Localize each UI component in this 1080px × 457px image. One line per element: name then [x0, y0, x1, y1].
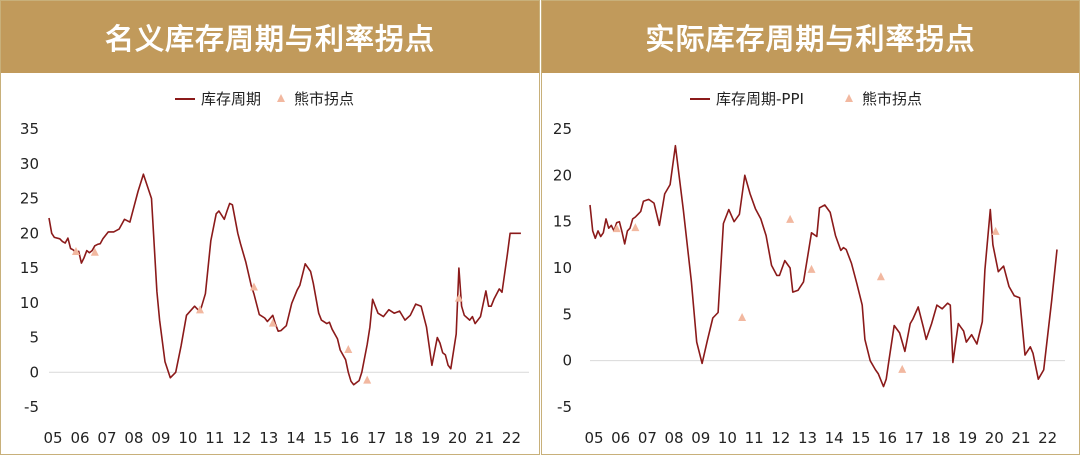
x-tick-label: 07: [638, 429, 657, 447]
x-tick-label: 19: [958, 429, 977, 447]
x-tick-label: 19: [421, 429, 440, 447]
y-tick-label: 30: [20, 155, 39, 173]
bear-market-marker: [612, 224, 621, 233]
x-tick-label: 18: [394, 429, 413, 447]
legend: 库存周期-PPI 熊市拐点: [690, 90, 922, 108]
x-tick-label: 08: [124, 429, 143, 447]
legend-line-label: 库存周期-PPI: [716, 90, 804, 108]
legend-marker-label: 熊市拐点: [294, 90, 354, 108]
y-tick-label: 25: [20, 190, 39, 208]
legend: 库存周期 熊市拐点: [175, 90, 354, 108]
x-tick-label: 16: [340, 429, 359, 447]
y-tick-label: 20: [20, 224, 39, 242]
x-tick-label: 06: [611, 429, 630, 447]
x-tick-label: 11: [745, 429, 764, 447]
x-tick-label: 06: [70, 429, 89, 447]
left-chart-title: 名义库存周期与利率拐点: [104, 22, 435, 56]
bear-market-marker: [90, 247, 99, 256]
x-tick-label: 14: [825, 429, 844, 447]
x-tick-label: 15: [313, 429, 332, 447]
bear-market-marker: [631, 223, 640, 232]
right-chart-header: 实际库存周期与利率拐点: [542, 1, 1079, 73]
x-tick-label: 09: [691, 429, 710, 447]
x-tick-label: 17: [367, 429, 386, 447]
bear-market-marker: [786, 214, 795, 223]
left-chart-header: 名义库存周期与利率拐点: [1, 1, 539, 73]
bear-market-marker: [268, 318, 277, 327]
y-tick-label: 10: [553, 259, 572, 277]
bear-market-marker: [898, 364, 907, 373]
y-tick-label: 5: [29, 329, 39, 347]
right-chart-panel: 实际库存周期与利率拐点 库存周期-PPI 熊市拐点 -5 0 5 10 15 20 25 05 06…: [541, 0, 1080, 455]
x-tick-label: 12: [232, 429, 251, 447]
legend-marker-swatch: [845, 94, 853, 102]
x-tick-label: 21: [475, 429, 494, 447]
x-tick-label: 20: [985, 429, 1004, 447]
left-chart-panel: 名义库存周期与利率拐点 库存周期 熊市拐点 -5 0 5 10 15 20 25 30 35 05 06…: [0, 0, 540, 455]
x-tick-label: 05: [584, 429, 603, 447]
legend-marker-label: 熊市拐点: [862, 90, 922, 108]
bear-market-marker: [807, 264, 816, 273]
x-tick-label: 22: [1038, 429, 1057, 447]
y-tick-label: 20: [553, 166, 572, 184]
x-tick-label: 10: [718, 429, 737, 447]
x-tick-label: 14: [286, 429, 305, 447]
x-tick-label: 20: [448, 429, 467, 447]
x-tick-label: 11: [205, 429, 224, 447]
y-tick-label: 25: [553, 120, 572, 138]
x-tick-label: 21: [1011, 429, 1030, 447]
x-tick-label: 17: [905, 429, 924, 447]
x-tick-label: 10: [178, 429, 197, 447]
x-tick-label: 05: [43, 429, 62, 447]
y-tick-label: 15: [20, 259, 39, 277]
bear-market-marker: [454, 293, 463, 302]
bear-market-marker: [196, 305, 205, 314]
x-tick-label: 09: [151, 429, 170, 447]
y-tick-label: -5: [24, 398, 39, 416]
x-tick-label: 07: [97, 429, 116, 447]
series-line: [589, 144, 1058, 388]
y-tick-label: 10: [20, 294, 39, 312]
bear-market-marker: [363, 375, 372, 384]
x-tick-label: 13: [798, 429, 817, 447]
y-tick-label: 35: [20, 120, 39, 138]
x-tick-label: 18: [931, 429, 950, 447]
bear-market-marker: [738, 313, 747, 322]
x-tick-label: 13: [259, 429, 278, 447]
x-tick-label: 15: [851, 429, 870, 447]
x-tick-label: 16: [878, 429, 897, 447]
bear-market-marker: [876, 272, 885, 281]
y-tick-label: 15: [553, 213, 572, 231]
x-tick-label: 12: [771, 429, 790, 447]
bear-market-marker: [249, 282, 258, 291]
y-tick-label: -5: [557, 398, 572, 416]
x-tick-label: 22: [502, 429, 521, 447]
legend-marker-swatch: [277, 94, 285, 102]
y-tick-label: 0: [29, 363, 39, 381]
bear-market-marker: [71, 247, 80, 256]
x-tick-label: 08: [665, 429, 684, 447]
right-chart-title: 实际库存周期与利率拐点: [645, 22, 976, 56]
series-line: [48, 173, 521, 386]
y-tick-label: 0: [562, 352, 572, 370]
bear-market-marker: [991, 226, 1000, 235]
bear-market-marker: [344, 345, 353, 354]
y-tick-label: 5: [562, 305, 572, 323]
legend-line-label: 库存周期: [201, 90, 261, 108]
